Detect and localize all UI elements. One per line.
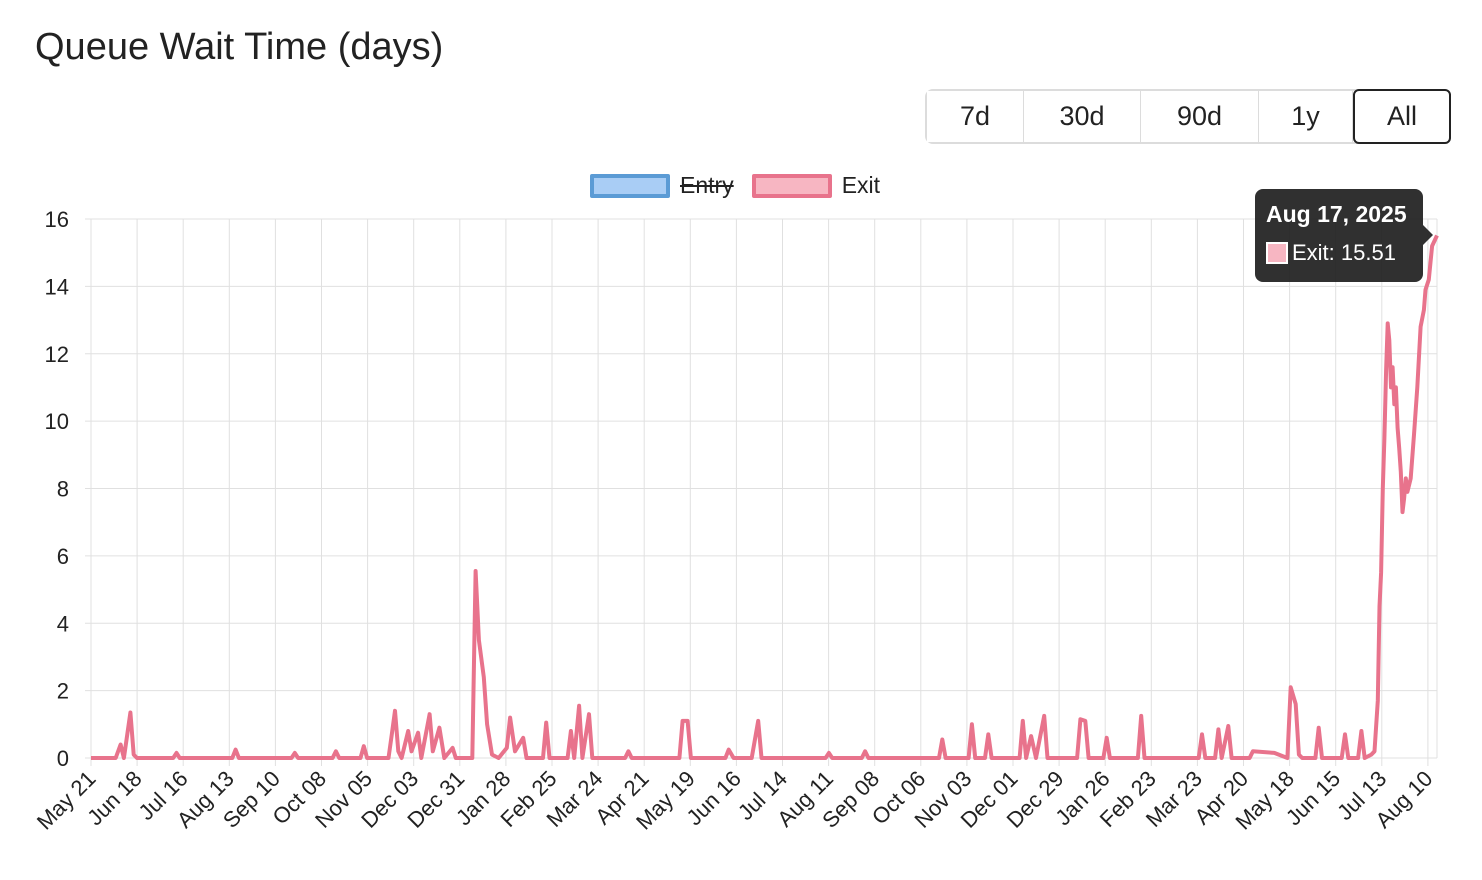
y-tick-label: 2 <box>57 679 69 704</box>
range-button-1y[interactable]: 1y <box>1259 91 1353 142</box>
series-layer <box>91 234 1439 760</box>
x-tick-label: May 21 <box>32 766 101 835</box>
y-tick-label: 10 <box>45 409 69 434</box>
y-tick-label: 6 <box>57 544 69 569</box>
time-range-selector: 7d 30d 90d 1y All <box>925 89 1451 144</box>
legend-label-exit: Exit <box>841 172 881 198</box>
y-tick-label: 16 <box>45 207 69 232</box>
chart-tooltip: Aug 17, 2025 Exit: 15.51 <box>1255 189 1433 282</box>
legend-item-entry[interactable]: Entry <box>590 172 734 199</box>
tooltip-title: Aug 17, 2025 <box>1266 201 1407 227</box>
legend-label-entry: Entry <box>680 172 734 198</box>
legend-item-exit[interactable]: Exit <box>751 172 881 199</box>
y-axis-ticks: 0 2 4 6 8 10 12 14 16 <box>45 207 69 771</box>
grid-lines <box>85 218 1438 766</box>
y-tick-label: 0 <box>57 746 69 771</box>
y-tick-label: 4 <box>57 611 69 636</box>
range-button-all[interactable]: All <box>1353 89 1451 144</box>
page-title: Queue Wait Time (days) <box>35 26 444 68</box>
tooltip-swatch-exit <box>1266 242 1288 264</box>
range-button-30d[interactable]: 30d <box>1024 91 1141 142</box>
y-tick-label: 12 <box>45 342 69 367</box>
series-line-exit <box>91 234 1439 760</box>
chart-legend: Entry Exit <box>590 172 898 199</box>
legend-swatch-entry <box>590 173 670 198</box>
legend-swatch-exit <box>751 173 832 198</box>
range-button-7d[interactable]: 7d <box>927 91 1024 142</box>
range-button-90d[interactable]: 90d <box>1141 91 1259 142</box>
y-tick-label: 14 <box>45 274 69 299</box>
y-tick-label: 8 <box>57 477 69 502</box>
tooltip-value: Exit: 15.51 <box>1292 240 1396 265</box>
